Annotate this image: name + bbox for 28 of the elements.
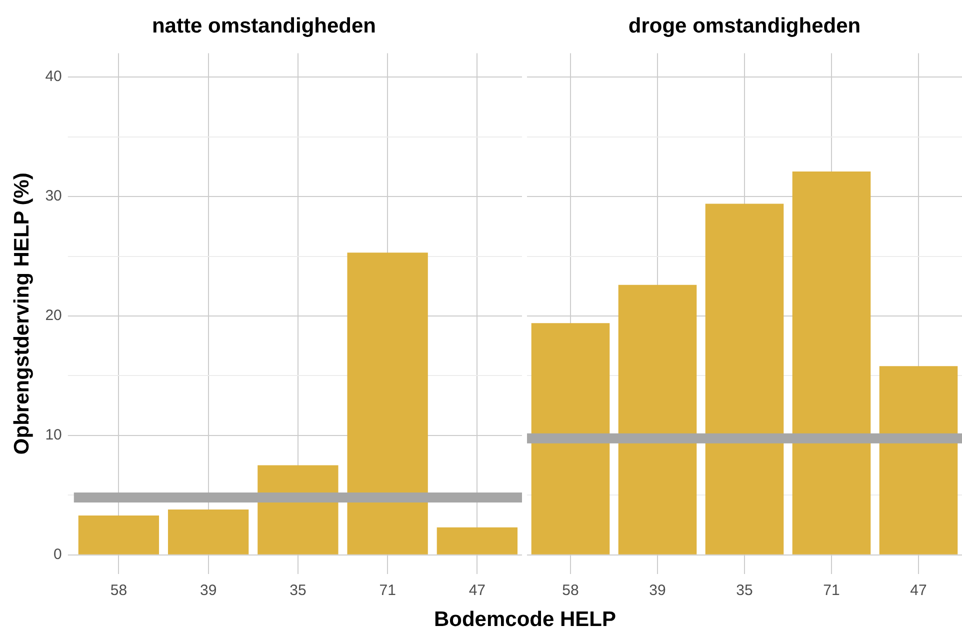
bar: [436, 527, 518, 554]
bar: [879, 366, 958, 554]
x-tick-label: 35: [290, 582, 306, 600]
bar: [792, 171, 871, 554]
x-tick-label: 71: [823, 582, 840, 600]
x-tick-label: 47: [910, 582, 927, 600]
bar: [168, 509, 249, 554]
x-tick-label: 35: [736, 582, 753, 600]
x-tick-label: 39: [649, 582, 666, 600]
chart-title: natte omstandigheden: [152, 14, 376, 38]
chart-title: droge omstandigheden: [628, 14, 861, 38]
bar: [531, 323, 610, 554]
y-tick-label: 20: [45, 307, 62, 324]
bar: [78, 515, 160, 554]
x-tick-label: 39: [200, 582, 217, 600]
y-tick-label: 40: [45, 68, 62, 86]
x-axis-title: Bodemcode HELP: [432, 608, 618, 632]
bar: [618, 284, 697, 554]
y-tick-label: 30: [45, 188, 62, 205]
x-tick-label: 58: [562, 582, 579, 600]
x-tick-label: 47: [468, 582, 486, 600]
y-tick-label: 10: [45, 426, 62, 444]
bar: [347, 252, 428, 554]
y-axis-title: Opbrengstderving HELP (%): [10, 172, 34, 455]
x-tick-label: 58: [110, 582, 128, 600]
x-tick-label: 71: [379, 582, 396, 600]
bar: [705, 204, 784, 554]
y-tick-label: 0: [54, 546, 62, 564]
